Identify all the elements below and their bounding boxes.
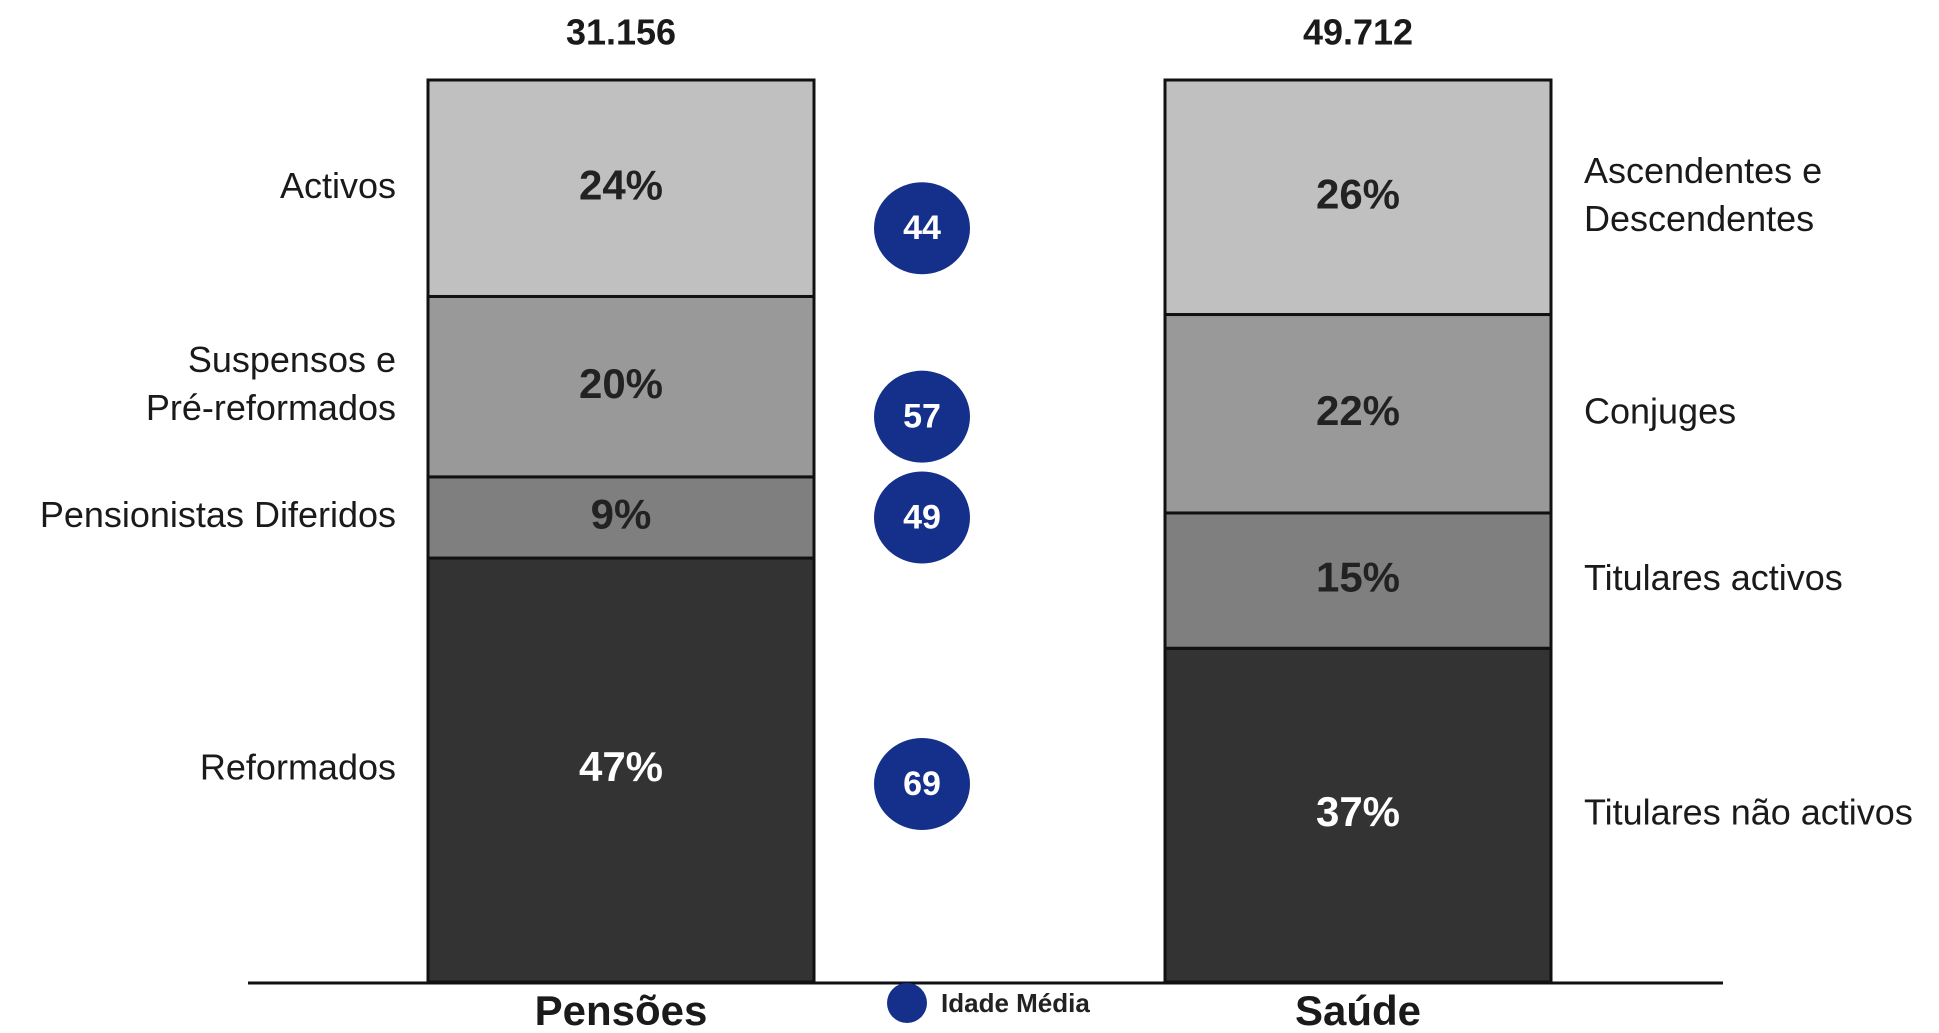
segment-label-saude-titulares-activos: Titulares activos bbox=[1584, 557, 1843, 598]
bar-segment-pensoes-reformados bbox=[426, 556, 816, 984]
legend-marker-idade-media bbox=[887, 983, 927, 1023]
segment-label-saude-titulares-nao-activos: Titulares não activos bbox=[1584, 792, 1913, 833]
data-label-pensoes-activos: 24% bbox=[579, 161, 663, 208]
bar-segment-saude-ascendentes-e-descendentes bbox=[1163, 78, 1553, 317]
bar-segment-saude-titulares-activos bbox=[1163, 511, 1553, 650]
idade-media-marker-suspensos-e-pre-reformados bbox=[874, 370, 970, 463]
segment-label-pensoes-suspensos-e-pre-reformados-line-1: Suspensos e bbox=[188, 339, 396, 380]
bar-segment-saude-conjuges bbox=[1163, 313, 1553, 515]
data-label-pensoes-reformados: 47% bbox=[579, 743, 663, 790]
segment-label-pensoes-suspensos-e-pre-reformados-line-2: Pré-reformados bbox=[146, 387, 396, 428]
total-label-pensoes: 31.156 bbox=[566, 12, 676, 53]
idade-media-value-reformados: 69 bbox=[903, 765, 941, 803]
category-label-saude: Saúde bbox=[1295, 987, 1421, 1033]
idade-media-marker-pensionistas-diferidos bbox=[874, 471, 970, 564]
legend-label-idade-media: Idade Média bbox=[941, 987, 1090, 1018]
idade-media-value-pensionistas-diferidos: 49 bbox=[903, 498, 941, 536]
segment-label-saude-conjuges: Conjuges bbox=[1584, 390, 1736, 431]
total-label-saude: 49.712 bbox=[1303, 12, 1413, 53]
data-label-saude-titulares-activos: 15% bbox=[1316, 554, 1400, 601]
legend: Idade Média bbox=[887, 983, 1090, 1023]
bar-segment-pensoes-activos bbox=[426, 78, 816, 298]
segment-label-pensoes-reformados: Reformados bbox=[200, 747, 396, 788]
segment-label-saude-ascendentes-e-descendentes-line-1: Ascendentes e bbox=[1584, 150, 1822, 191]
data-label-pensoes-suspensos-e-pre-reformados: 20% bbox=[579, 360, 663, 407]
data-label-saude-conjuges: 22% bbox=[1316, 387, 1400, 434]
bar-segment-saude-titulares-nao-activos bbox=[1163, 646, 1553, 984]
data-label-saude-titulares-nao-activos: 37% bbox=[1316, 788, 1400, 835]
idade-media-marker-reformados bbox=[874, 738, 970, 831]
data-label-pensoes-pensionistas-diferidos: 9% bbox=[591, 491, 652, 538]
segment-label-pensoes-pensionistas-diferidos: Pensionistas Diferidos bbox=[40, 494, 396, 535]
category-label-pensoes: Pensões bbox=[535, 987, 708, 1033]
segment-label-saude-ascendentes-e-descendentes-line-2: Descendentes bbox=[1584, 198, 1814, 239]
idade-media-marker-activos bbox=[874, 182, 970, 275]
idade-media-value-activos: 44 bbox=[903, 209, 941, 247]
segment-label-pensoes-activos: Activos bbox=[280, 165, 396, 206]
bar-segment-pensoes-pensionistas-diferidos bbox=[426, 475, 816, 560]
idade-media-value-suspensos-e-pre-reformados: 57 bbox=[903, 398, 941, 436]
data-label-saude-ascendentes-e-descendentes: 26% bbox=[1316, 170, 1400, 217]
